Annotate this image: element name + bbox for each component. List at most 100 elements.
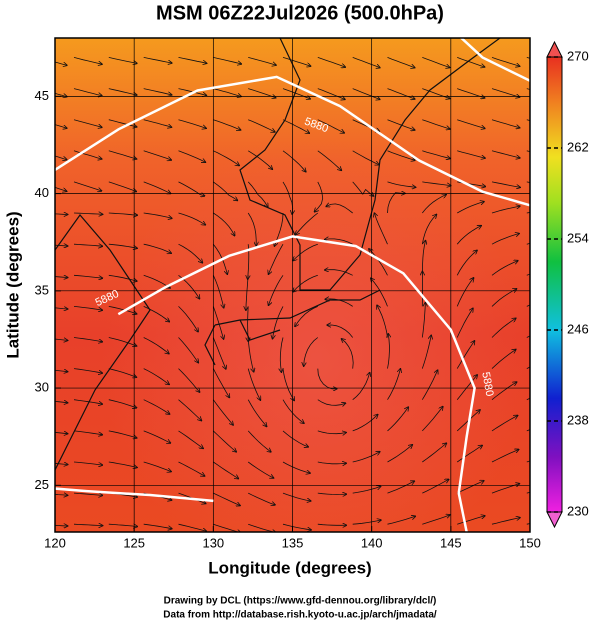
streamline	[55, 124, 67, 129]
streamline	[213, 181, 237, 201]
x-axis-label: Longitude (degrees)	[208, 558, 371, 577]
y-tick-label: 30	[35, 380, 49, 395]
streamline	[178, 119, 207, 129]
streamline	[282, 150, 306, 172]
streamline	[282, 492, 311, 501]
streamline	[422, 479, 448, 494]
streamline	[143, 150, 172, 160]
streamline	[178, 337, 199, 363]
streamline	[143, 119, 172, 128]
y-tick-label: 25	[35, 477, 49, 492]
streamline	[352, 452, 380, 463]
y-tick-label: 40	[35, 185, 49, 200]
streamline	[457, 57, 484, 67]
streamline	[55, 462, 67, 465]
streamline	[457, 150, 485, 158]
streamline	[304, 337, 319, 367]
streamline	[387, 119, 415, 130]
x-tick-label: 140	[361, 535, 383, 550]
x-tick-label: 150	[519, 535, 541, 550]
streamline	[143, 212, 172, 218]
contour	[55, 487, 214, 503]
streamline	[388, 334, 390, 369]
streamline	[422, 181, 450, 186]
colorbar	[546, 56, 563, 513]
streamline	[491, 416, 518, 432]
streamline	[108, 150, 137, 159]
streamline	[456, 375, 477, 400]
streamline	[325, 299, 353, 307]
streamline	[325, 239, 353, 245]
contour	[55, 75, 530, 207]
streamline	[369, 249, 388, 276]
streamline	[143, 368, 169, 385]
streamline	[55, 524, 67, 526]
streamline	[73, 274, 102, 278]
colorbar-tick-label: 270	[567, 48, 589, 63]
streamline	[55, 369, 67, 372]
streamline	[55, 275, 67, 277]
title: MSM 06Z22Jul2026 (500.0hPa)	[156, 2, 444, 24]
streamline	[178, 399, 202, 421]
streamline	[387, 181, 416, 187]
streamline	[491, 518, 520, 525]
streamline	[178, 181, 205, 196]
streamline	[352, 415, 378, 432]
streamline	[73, 430, 102, 435]
streamline	[108, 57, 137, 63]
streamline	[73, 119, 102, 128]
streamline	[213, 461, 238, 479]
streamline	[325, 270, 353, 276]
streamline	[387, 369, 401, 400]
streamline	[421, 241, 425, 276]
streamline	[315, 181, 324, 212]
contour	[117, 235, 476, 532]
streamline	[326, 204, 353, 214]
streamline	[108, 306, 137, 314]
streamline	[374, 213, 388, 245]
streamline	[178, 523, 207, 531]
credit: Drawing by DCL (https://www.gfd-dennou.o…	[164, 596, 437, 607]
streamline	[422, 119, 450, 129]
streamline	[317, 57, 345, 67]
streamline	[143, 181, 171, 194]
streamline	[213, 88, 241, 97]
streamline	[73, 88, 102, 96]
streamline	[213, 150, 239, 166]
streamline	[457, 119, 485, 129]
streamline	[282, 368, 294, 401]
streamline	[212, 399, 233, 425]
streamline	[213, 430, 236, 452]
credit: Data from http://database.rish.kyoto-u.a…	[163, 610, 437, 621]
streamline	[73, 150, 102, 159]
streamline	[212, 337, 226, 369]
x-tick-label: 130	[202, 535, 224, 550]
colorbar-tick-label: 230	[567, 503, 589, 518]
streamline	[296, 212, 319, 235]
streamline	[55, 400, 67, 403]
streamline	[387, 407, 409, 432]
streamline	[55, 155, 66, 160]
streamline	[456, 250, 477, 276]
streamline	[352, 486, 381, 494]
streamline	[317, 493, 347, 494]
streamline	[143, 243, 172, 253]
streamline	[491, 234, 519, 245]
streamline	[73, 181, 102, 191]
streamline	[143, 274, 170, 288]
streamline	[282, 88, 310, 99]
streamline	[491, 88, 520, 98]
streamline	[342, 339, 354, 369]
streamline	[73, 493, 102, 495]
streamline	[352, 150, 379, 165]
streamline	[352, 88, 380, 100]
streamline	[73, 399, 102, 404]
streamline	[422, 443, 446, 463]
streamline	[273, 306, 284, 338]
streamline	[421, 335, 431, 369]
streamline	[108, 213, 138, 215]
streamline	[491, 289, 517, 307]
streamline	[248, 119, 275, 132]
streamline	[73, 213, 103, 214]
streamline	[73, 461, 102, 465]
